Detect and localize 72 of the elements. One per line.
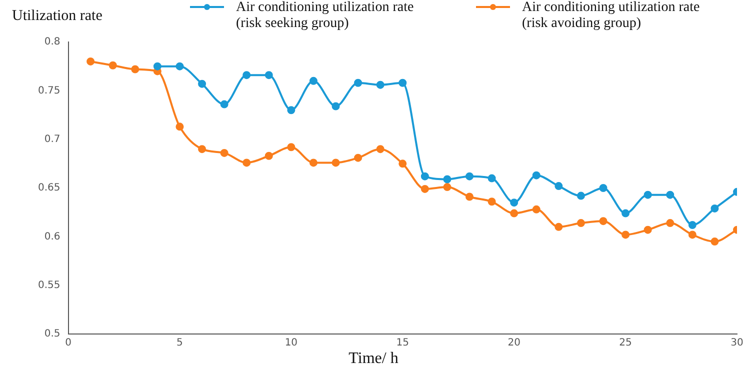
point [420,172,429,180]
point [510,198,518,207]
point [622,230,630,239]
point [220,100,228,108]
point [443,183,452,192]
point [576,192,585,200]
x-tick-label: 25 [619,338,632,349]
point [644,190,652,199]
point [376,145,384,154]
point [220,148,228,157]
x-tick-label: 5 [176,338,183,349]
point [599,217,608,226]
point [666,190,674,199]
point [332,158,340,167]
x-tick-label: 10 [284,338,298,349]
point [354,154,362,162]
y-tick-label: 0.75 [38,85,60,96]
legend-label: Air conditioning utilization rate (risk seeking group) [236,0,415,32]
y-tick-label: 0.55 [38,280,60,291]
point [242,158,251,167]
point [576,219,585,228]
point [488,198,496,206]
point [510,209,518,218]
y-axis-title: Utilization rate [12,8,102,25]
x-tick-label: 20 [508,338,520,349]
y-tick-label: 0.7 [44,134,60,145]
point [287,106,296,114]
point [688,230,696,239]
point [666,219,674,228]
point [599,184,608,192]
point [86,57,95,66]
point [309,158,318,167]
point [108,61,117,70]
point [710,238,719,246]
point [398,160,407,168]
point [354,78,362,87]
point [688,220,696,229]
point [488,174,496,182]
x-tick-label: 30 [730,338,744,349]
point [644,226,652,234]
point [242,71,251,80]
point [398,78,407,87]
x-tick-label: 15 [396,338,409,349]
point [198,80,206,88]
point [532,171,540,180]
point [131,65,140,74]
point [153,62,162,70]
point [287,143,296,152]
point [309,76,318,85]
point [622,209,630,218]
y-tick-label: 0.5 [44,328,60,340]
point [198,145,206,154]
legend-label: Air conditioning utilization rate (risk avoiding group) [522,0,701,32]
point [466,192,474,201]
point [554,182,563,190]
point [554,222,563,231]
point [532,205,540,214]
point [332,102,340,110]
y-tick-label: 0.65 [38,182,60,194]
point [264,71,273,80]
y-tick-label: 0.6 [44,231,60,242]
point [176,62,184,70]
point [376,80,384,89]
point [176,122,184,131]
x-tick-label: 0 [65,338,72,349]
point [466,172,474,180]
point [420,184,429,193]
point [264,152,273,160]
y-tick-label: 0.8 [44,36,60,48]
point [443,175,452,184]
point [710,204,719,212]
x-axis-title: Time/ h [348,350,400,368]
